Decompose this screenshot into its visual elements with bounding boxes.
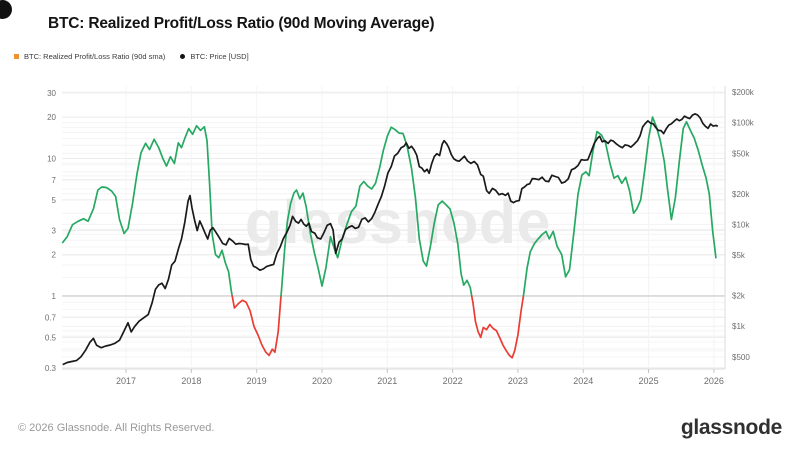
y-axis-right-labels: $200k $100k $50k $20k $10k $5k $2k $1k $500 bbox=[732, 88, 755, 362]
footer-copyright: © 2026 Glassnode. All Rights Reserved. bbox=[18, 422, 215, 434]
svg-text:$2k: $2k bbox=[732, 292, 746, 301]
svg-text:2020: 2020 bbox=[312, 376, 332, 386]
svg-text:20: 20 bbox=[47, 113, 56, 122]
svg-text:2022: 2022 bbox=[443, 376, 463, 386]
svg-text:2017: 2017 bbox=[116, 376, 136, 386]
legend-label-ratio: BTC: Realized Profit/Loss Ratio (90d sma… bbox=[24, 52, 166, 61]
svg-text:30: 30 bbox=[47, 89, 56, 98]
svg-text:3: 3 bbox=[52, 226, 57, 235]
svg-text:0.5: 0.5 bbox=[45, 333, 57, 342]
svg-text:$10k: $10k bbox=[732, 220, 750, 229]
svg-text:$50k: $50k bbox=[732, 149, 750, 158]
legend-item-price[interactable]: BTC: Price [USD] bbox=[180, 52, 249, 61]
svg-text:2026: 2026 bbox=[704, 376, 724, 386]
ratio-series-swatch-icon bbox=[14, 54, 19, 59]
chart-title: BTC: Realized Profit/Loss Ratio (90d Mov… bbox=[48, 15, 435, 32]
svg-text:$200k: $200k bbox=[732, 88, 755, 97]
svg-text:2018: 2018 bbox=[181, 376, 201, 386]
svg-text:2: 2 bbox=[52, 251, 57, 260]
ratio-segment-above-1 bbox=[61, 124, 234, 297]
y-axis-left-labels: 30 20 10 7 5 3 2 1 0.7 0.5 0.3 bbox=[45, 89, 57, 373]
glassnode-logo: glassnode bbox=[680, 416, 782, 439]
svg-text:0.3: 0.3 bbox=[45, 364, 57, 373]
svg-text:7: 7 bbox=[52, 176, 57, 185]
svg-text:10: 10 bbox=[47, 155, 56, 164]
legend-label-price: BTC: Price [USD] bbox=[190, 52, 249, 61]
svg-text:2021: 2021 bbox=[377, 376, 397, 386]
svg-text:$5k: $5k bbox=[732, 251, 746, 260]
corner-logo-dot bbox=[0, 0, 12, 19]
svg-text:2024: 2024 bbox=[573, 376, 593, 386]
svg-text:0.7: 0.7 bbox=[45, 313, 57, 322]
axis-borders bbox=[62, 86, 726, 373]
x-axis-labels: 2017 2018 2019 2020 2021 2022 2023 2024 2025 2026 bbox=[116, 376, 724, 386]
svg-text:$100k: $100k bbox=[732, 119, 755, 128]
svg-text:2023: 2023 bbox=[508, 376, 528, 386]
svg-text:2019: 2019 bbox=[247, 376, 267, 386]
legend: BTC: Realized Profit/Loss Ratio (90d sma… bbox=[14, 52, 249, 61]
ratio-segment-above-1 bbox=[280, 126, 473, 297]
svg-text:2025: 2025 bbox=[639, 376, 659, 386]
price-series-swatch-icon bbox=[180, 54, 186, 59]
legend-item-ratio[interactable]: BTC: Realized Profit/Loss Ratio (90d sma… bbox=[14, 52, 165, 61]
ratio-segment-below-1 bbox=[470, 295, 525, 359]
svg-text:5: 5 bbox=[52, 196, 57, 205]
ratio-segment-above-1 bbox=[522, 116, 717, 297]
ratio-segment-below-1 bbox=[231, 295, 282, 357]
series-btc-price bbox=[62, 113, 719, 366]
svg-text:$500: $500 bbox=[732, 353, 750, 362]
svg-text:1: 1 bbox=[52, 292, 57, 301]
gridlines bbox=[62, 86, 725, 369]
svg-text:$1k: $1k bbox=[732, 322, 746, 331]
series-realized-pl-ratio bbox=[61, 116, 717, 359]
svg-text:$20k: $20k bbox=[732, 190, 750, 199]
